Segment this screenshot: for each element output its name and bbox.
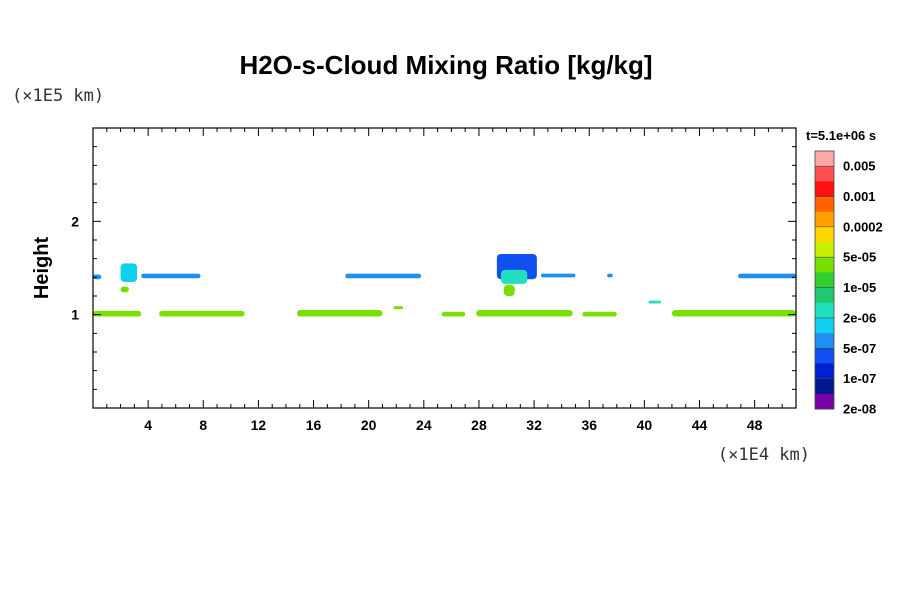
cloud-feature-18 [503, 284, 515, 296]
colorbar-swatch-6 [815, 226, 834, 243]
x-axis-label: (×1E4 km) [718, 445, 810, 465]
y-tick-label: 1 [71, 307, 79, 323]
x-tick-label: 28 [471, 417, 487, 433]
x-tick-label: 32 [526, 417, 542, 433]
colorbar-label: 2e-06 [843, 310, 876, 325]
time-label: t=5.1e+06 s [806, 128, 876, 143]
x-tick-label: 44 [692, 417, 708, 433]
colorbar-swatch-17 [815, 393, 834, 410]
cloud-feature-3 [297, 310, 383, 317]
y-tick-label: 2 [71, 213, 79, 229]
cloud-feature-12 [345, 273, 422, 279]
colorbar-swatch-9 [815, 272, 834, 288]
colorbar-swatch-14 [815, 348, 834, 364]
cloud-feature-7 [671, 310, 796, 317]
colorbar-label: 1e-05 [843, 280, 876, 295]
colorbar-swatch-2 [815, 166, 834, 182]
chart-title: H2O-s-Cloud Mixing Ratio [kg/kg] [239, 50, 652, 80]
y-axis-label: Height [31, 237, 53, 300]
x-tick-label: 36 [581, 417, 597, 433]
cloud-feature-4 [441, 311, 466, 317]
x-tick-label: 24 [416, 417, 432, 433]
colorbar-label: 0.0002 [843, 219, 883, 234]
colorbar-label: 1e-07 [843, 371, 876, 386]
cloud-feature-20 [607, 273, 613, 278]
x-tick-label: 8 [199, 417, 207, 433]
colorbar-swatch-1 [815, 151, 834, 167]
colorbar-label: 5e-07 [843, 341, 876, 356]
x-tick-label: 12 [251, 417, 267, 433]
colorbar-swatch-7 [815, 242, 834, 258]
colorbar-swatch-5 [815, 211, 834, 228]
cloud-feature-5 [476, 310, 573, 317]
colorbar-swatch-16 [815, 378, 834, 395]
x-tick-label: 48 [747, 417, 763, 433]
x-tick-label: 16 [306, 417, 322, 433]
plot-frame [92, 127, 797, 409]
x-tick-label: 20 [361, 417, 377, 433]
colorbar-swatch-15 [815, 363, 834, 379]
cloud-feature-6 [582, 311, 617, 317]
cloud-feature-8 [393, 306, 404, 310]
colorbar-swatch-12 [815, 317, 834, 334]
colorbar-label: 0.001 [843, 189, 876, 204]
cloud-feature-19 [540, 273, 576, 278]
colorbar-label: 2e-08 [843, 402, 876, 417]
cloud-feature-14 [120, 263, 138, 282]
plot-features [93, 254, 796, 317]
colorbar-swatch-8 [815, 257, 834, 273]
cloud-feature-15 [120, 286, 129, 293]
colorbar-label: 5e-05 [843, 250, 876, 265]
cloud-feature-2 [159, 310, 245, 317]
colorbar: 0.005 0.001 0.0002 5e-05 1e-05 2e-06 5e-07 1e-0… [814, 150, 883, 417]
cloud-feature-13 [738, 273, 796, 279]
cloud-feature-17 [501, 269, 528, 284]
x-tick-label: 40 [637, 417, 653, 433]
cloud-feature-9 [648, 300, 661, 304]
cloud-feature-10 [93, 274, 102, 280]
colorbar-swatch-10 [815, 287, 834, 304]
x-tick-label: 4 [144, 417, 152, 433]
colorbar-swatch-3 [815, 181, 834, 197]
cloud-feature-1 [93, 310, 142, 317]
y-unit-label: (×1E5 km) [12, 86, 104, 106]
colorbar-swatch-13 [815, 333, 834, 349]
colorbar-swatch-4 [815, 196, 834, 213]
cloud-feature-11 [141, 273, 201, 279]
colorbar-label: 0.005 [843, 159, 876, 174]
colorbar-swatch-11 [815, 302, 834, 319]
